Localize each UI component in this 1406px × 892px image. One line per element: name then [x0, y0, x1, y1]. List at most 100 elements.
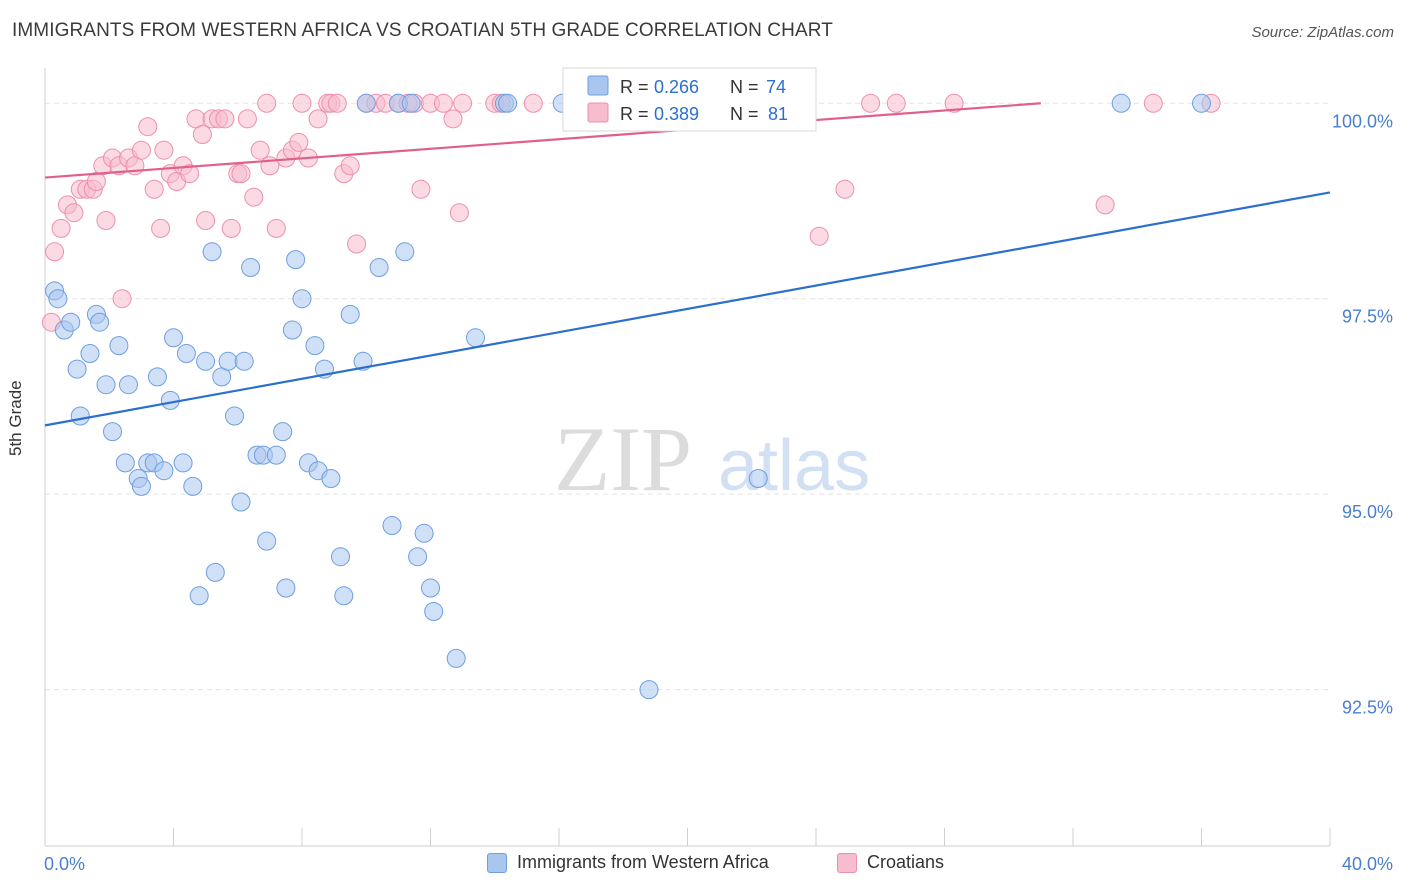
croatians-point-33: [231, 164, 251, 184]
western-africa-point-33: [241, 258, 261, 277]
stats-legend: R = 0.266 N = 74 R = 0.389 N = 81: [562, 67, 817, 132]
croatians-point-2: [51, 218, 71, 238]
western-africa-point-40: [282, 320, 302, 340]
croatians-point-26: [192, 125, 212, 144]
chart-source: Source: ZipAtlas.com: [1251, 24, 1394, 41]
legend-marker-pink: [837, 852, 857, 873]
western-africa-point-48: [331, 547, 350, 567]
western-africa-point-42: [292, 289, 312, 309]
croatians-point-48: [327, 93, 347, 113]
legend-swatch-pink: [587, 102, 609, 123]
western-africa-point-49: [334, 586, 354, 606]
axes: [44, 68, 1331, 847]
y-tick-label-1: 97.5%: [1342, 307, 1393, 327]
croatians-point-76: [886, 93, 906, 113]
grid: [45, 102, 1330, 691]
croatians-point-1: [45, 242, 65, 262]
western-africa-point-10: [109, 336, 129, 356]
western-africa-point-22: [176, 344, 196, 363]
croatians-point-51: [347, 234, 367, 254]
croatians-point-60: [433, 93, 453, 113]
legend-r-label-2: R =: [620, 104, 649, 124]
western-africa-point-8: [96, 375, 116, 395]
croatians-point-20: [154, 140, 174, 160]
western-africa-point-9: [103, 422, 122, 442]
legend-label-western-africa: Immigrants from Western Africa: [517, 852, 769, 872]
croatians-point-75: [861, 93, 881, 113]
western-africa-point-18: [154, 461, 174, 481]
western-africa-point-59: [414, 523, 434, 543]
legend-item-croatians: Croatians: [837, 852, 944, 873]
legend-n-value-2: 81: [768, 104, 788, 124]
chart-title: IMMIGRANTS FROM WESTERN AFRICA VS CROATI…: [12, 20, 833, 41]
croatians-point-73: [809, 226, 829, 246]
western-africa-point-2: [61, 312, 81, 332]
western-africa-point-52: [356, 93, 376, 113]
croatians-point-50: [340, 156, 360, 176]
western-africa-point-53: [369, 258, 389, 277]
croatians-point-79: [1143, 93, 1163, 113]
western-africa-point-12: [119, 375, 138, 395]
legend-swatch-blue: [587, 75, 609, 96]
western-africa-point-54: [382, 516, 402, 535]
western-africa-point-63: [466, 328, 485, 348]
croatians-point-10: [96, 211, 116, 230]
western-africa-point-14: [131, 476, 151, 496]
western-africa-point-41: [286, 250, 306, 270]
legend-label-croatians: Croatians: [867, 852, 945, 872]
western-africa-point-24: [189, 586, 209, 606]
western-africa-point-27: [205, 562, 225, 582]
western-africa-point-69: [748, 469, 768, 488]
croatians-point-36: [250, 140, 270, 160]
legend-n-label-1: N =: [730, 77, 759, 97]
western-africa-point-37: [266, 445, 286, 465]
western-africa-point-56: [395, 242, 415, 262]
legend-r-label-1: R =: [620, 77, 649, 97]
croatians-point-45: [308, 109, 328, 129]
croatians-point-39: [266, 218, 286, 238]
croatians-point-62: [449, 203, 469, 223]
western-africa-point-5: [80, 344, 100, 363]
croatians-point-18: [144, 179, 164, 199]
western-africa-point-21: [173, 453, 193, 473]
legend-marker-blue: [487, 852, 507, 873]
croatians-point-61: [443, 109, 463, 129]
y-tick-label-3: 92.5%: [1342, 698, 1393, 718]
croatians-point-43: [292, 93, 312, 113]
croatians-point-37: [257, 93, 277, 113]
legend-n-value-1: 74: [766, 77, 786, 97]
western-africa-point-50: [340, 304, 360, 324]
croatians-point-74: [835, 179, 855, 199]
croatians-point-34: [237, 109, 257, 129]
croatians-point-16: [131, 140, 151, 160]
western-africa-point-60: [421, 578, 440, 598]
croatians-point-4: [64, 203, 84, 223]
y-tick-label-2: 95.0%: [1342, 502, 1393, 522]
western-africa-point-47: [321, 469, 341, 488]
x-tick-label-0: 0.0%: [44, 854, 85, 874]
croatians-point-31: [221, 218, 241, 238]
croatians-point-66: [523, 93, 543, 113]
western-africa-point-30: [225, 406, 244, 426]
western-africa-point-62: [446, 648, 466, 668]
western-africa-point-72: [1192, 93, 1211, 113]
western-africa-point-44: [305, 336, 325, 356]
croatians-point-24: [180, 164, 200, 184]
croatians-point-30: [215, 109, 235, 129]
western-africa-point-68: [639, 680, 659, 700]
western-africa-point-32: [234, 351, 254, 371]
watermark-zip: ZIP: [554, 408, 692, 510]
watermark: ZIP atlas: [554, 408, 870, 510]
y-tick-label-0: 100.0%: [1332, 111, 1393, 131]
legend-r-value-2: 0.389: [654, 104, 699, 124]
trendline-western-africa: [44, 191, 1331, 427]
x-tick-label-1: 40.0%: [1342, 854, 1393, 874]
western-africa-point-20: [164, 328, 183, 348]
western-africa-point-31: [231, 492, 251, 512]
western-africa-point-17: [147, 367, 167, 387]
croatians-point-78: [1095, 195, 1115, 215]
series-legend: Immigrants from Western Africa Croatians: [0, 852, 1406, 878]
western-africa-point-4: [70, 406, 90, 426]
western-africa-point-7: [90, 312, 110, 332]
